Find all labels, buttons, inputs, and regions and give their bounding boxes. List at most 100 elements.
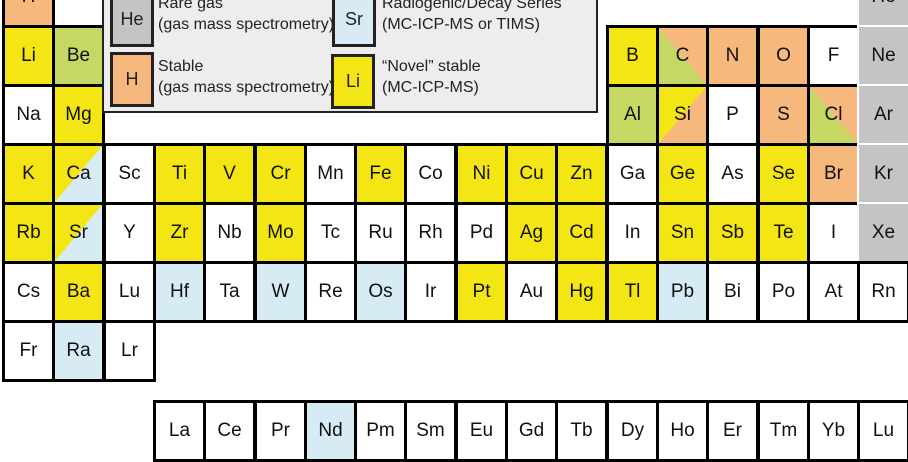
element-pm: Pm <box>354 400 407 462</box>
legend-label-radiogenic: Radiogenic/Decay Series (MC-ICP-MS or TI… <box>382 0 562 35</box>
element-mg: Mg <box>52 84 105 146</box>
element-tb: Tb <box>555 400 608 462</box>
legend: He Rare gas (gas mass spectrometry) Sr R… <box>102 0 598 113</box>
element-ce: Ce <box>203 400 256 462</box>
element-tm: Tm <box>757 400 810 462</box>
element-pt: Pt <box>455 261 508 323</box>
element-k: K <box>2 143 55 205</box>
element-rh: Rh <box>404 202 457 264</box>
element-sm: Sm <box>404 400 457 462</box>
element-dy: Dy <box>606 400 659 462</box>
element-sr: Sr <box>52 202 105 264</box>
element-ca: Ca <box>52 143 105 205</box>
element-pr: Pr <box>254 400 307 462</box>
element-eu: Eu <box>455 400 508 462</box>
element-lu: Lu <box>103 261 156 323</box>
element-ra: Ra <box>52 320 105 382</box>
element-er: Er <box>706 400 759 462</box>
element-ta: Ta <box>203 261 256 323</box>
element-y: Y <box>103 202 156 264</box>
element-al: Al <box>606 84 659 146</box>
element-kr: Kr <box>857 143 908 205</box>
legend-method: (gas mass spectrometry) <box>158 79 335 96</box>
element-hf: Hf <box>153 261 206 323</box>
element-mo: Mo <box>254 202 307 264</box>
element-fe: Fe <box>354 143 407 205</box>
legend-method: (MC-ICP-MS) <box>382 79 479 96</box>
element-se: Se <box>757 143 810 205</box>
element-s: S <box>757 84 810 146</box>
element-at: At <box>807 261 860 323</box>
legend-title: Rare gas <box>158 0 223 12</box>
element-as: As <box>706 143 759 205</box>
element-ne: Ne <box>857 25 908 87</box>
element-c: C <box>656 25 709 87</box>
element-zr: Zr <box>153 202 206 264</box>
element-he: He <box>857 0 908 28</box>
element-fr: Fr <box>2 320 55 382</box>
element-cl: Cl <box>807 84 860 146</box>
element-b: B <box>606 25 659 87</box>
element-ar: Ar <box>857 84 908 146</box>
element-cd: Cd <box>555 202 608 264</box>
element-cs: Cs <box>2 261 55 323</box>
element-ti: Ti <box>153 143 206 205</box>
element-o: O <box>757 25 810 87</box>
element-tc: Tc <box>304 202 357 264</box>
element-co: Co <box>404 143 457 205</box>
legend-method: (gas mass spectrometry) <box>158 16 335 33</box>
element-n: N <box>706 25 759 87</box>
element-gd: Gd <box>505 400 558 462</box>
element-cr: Cr <box>254 143 307 205</box>
element-v: V <box>203 143 256 205</box>
element-la: La <box>153 400 206 462</box>
element-lu: Lu <box>857 400 908 462</box>
element-sb: Sb <box>706 202 759 264</box>
element-ir: Ir <box>404 261 457 323</box>
element-rb: Rb <box>2 202 55 264</box>
element-ni: Ni <box>455 143 508 205</box>
element-ge: Ge <box>656 143 709 205</box>
element-i: I <box>807 202 860 264</box>
element-rn: Rn <box>857 261 908 323</box>
element-ga: Ga <box>606 143 659 205</box>
element-xe: Xe <box>857 202 908 264</box>
legend-label-novel-stable: “Novel” stable (MC-ICP-MS) <box>382 56 481 98</box>
element-pd: Pd <box>455 202 508 264</box>
element-h: H <box>2 0 55 28</box>
element-pb: Pb <box>656 261 709 323</box>
element-p: P <box>706 84 759 146</box>
element-bi: Bi <box>706 261 759 323</box>
element-cu: Cu <box>505 143 558 205</box>
element-re: Re <box>304 261 357 323</box>
element-os: Os <box>354 261 407 323</box>
legend-method: (MC-ICP-MS or TIMS) <box>382 16 540 33</box>
element-ag: Ag <box>505 202 558 264</box>
legend-title: Stable <box>158 58 204 75</box>
element-ba: Ba <box>52 261 105 323</box>
element-po: Po <box>757 261 810 323</box>
element-ho: Ho <box>656 400 709 462</box>
legend-swatch-rare-gas: He <box>110 0 154 47</box>
legend-title: Radiogenic/Decay Series <box>382 0 562 12</box>
element-sn: Sn <box>656 202 709 264</box>
legend-swatch-stable: H <box>110 52 154 107</box>
element-br: Br <box>807 143 860 205</box>
element-nb: Nb <box>203 202 256 264</box>
element-ru: Ru <box>354 202 407 264</box>
element-nd: Nd <box>304 400 357 462</box>
element-tl: Tl <box>606 261 659 323</box>
legend-swatch-novel-stable: Li <box>331 54 375 109</box>
element-in: In <box>606 202 659 264</box>
element-hg: Hg <box>555 261 608 323</box>
element-lr: Lr <box>103 320 156 382</box>
element-zn: Zn <box>555 143 608 205</box>
element-be: Be <box>52 25 105 87</box>
element-f: F <box>807 25 860 87</box>
element-na: Na <box>2 84 55 146</box>
element-yb: Yb <box>807 400 860 462</box>
legend-label-rare-gas: Rare gas (gas mass spectrometry) <box>158 0 334 35</box>
element-w: W <box>254 261 307 323</box>
legend-label-stable: Stable (gas mass spectrometry) <box>158 56 334 98</box>
element-sc: Sc <box>103 143 156 205</box>
